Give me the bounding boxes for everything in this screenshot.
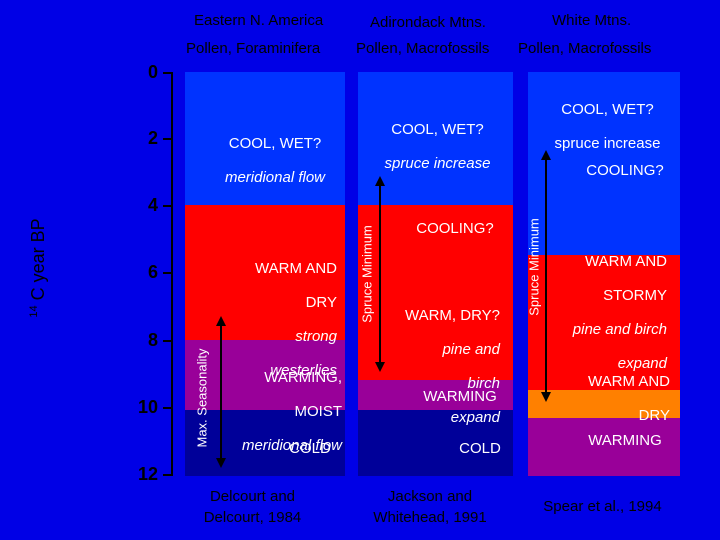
col3-warm-dry-line1: WARM AND	[588, 373, 670, 390]
y-tickmark-10	[163, 407, 173, 409]
col3-spruce-minimum-arrow	[541, 150, 551, 402]
col2-cool-wet-line2: spruce increase	[384, 155, 491, 172]
col3-citation: Spear et al., 1994	[543, 498, 662, 515]
col1-vertical-label: Max. Seasonality	[194, 348, 210, 448]
y-axis-line	[171, 72, 173, 476]
col1-warming-line3: meridional flow	[241, 437, 342, 454]
col2-cooling-label: COOLING?	[416, 220, 494, 237]
col3-cool-wet-label: COOL, WET? spruce increase	[540, 84, 675, 152]
y-tick-8: 8	[147, 330, 158, 350]
col1-seasonality-arrow	[216, 316, 226, 468]
col2-warm-dry-label: WARM, DRY? pine and birch expand	[380, 290, 500, 426]
col1-warm-dry-line1: WARM AND	[255, 260, 337, 277]
col3-bands	[528, 72, 680, 476]
col1-warm-dry-label: WARM AND DRY strong westerlies	[215, 243, 337, 379]
col1-band-cool-wet	[185, 72, 345, 205]
col2-vertical-label: Spruce Minimum	[359, 225, 375, 323]
col2-warming-label: WARMING	[423, 388, 497, 405]
col1-cool-wet-label: COOL, WET? meridional flow	[205, 118, 345, 186]
y-tickmark-0	[163, 72, 173, 74]
col2-band-cool-wet	[358, 72, 513, 205]
y-tick-10: 10	[137, 397, 158, 417]
col1-band-cold	[185, 410, 345, 476]
col3-cool-wet-line1: COOL, WET?	[561, 101, 654, 118]
col2-band-cold	[358, 410, 513, 476]
col3-band-cool-wet	[528, 72, 680, 200]
y-tick-4: 4	[147, 195, 158, 215]
col3-region-header: White Mtns.	[552, 12, 632, 29]
col3-band-warm-dry	[528, 390, 680, 408]
col2-citation: Jackson and Whitehead, 1991	[373, 488, 487, 526]
col3-warm-stormy-label: WARM AND STORMY pine and birch expand	[545, 236, 667, 372]
col3-warm-stormy-line3: pine and birch	[572, 321, 667, 338]
col3-band-warm-dry-lower	[528, 408, 680, 418]
y-tick-0: 0	[147, 62, 158, 82]
col3-warming-label: WARMING	[588, 432, 662, 449]
col3-warm-stormy-line4: expand	[617, 355, 667, 372]
col1-band-warming	[185, 340, 345, 410]
col3-cool-wet-line2: spruce increase	[554, 135, 661, 152]
col2-warm-dry-line2: pine and	[442, 341, 500, 358]
col3-band-warm-stormy	[528, 255, 680, 390]
col1-warming-label: WARMING, MOIST meridional flow	[205, 352, 342, 454]
y-tickmark-2	[163, 138, 173, 140]
col3-band-cooling	[528, 200, 680, 255]
col3-band-warming	[528, 418, 680, 476]
col2-bands	[358, 72, 513, 476]
col3-warm-stormy-line1: WARM AND	[585, 253, 667, 270]
col2-warm-dry-line1: WARM, DRY?	[404, 307, 500, 324]
col3-warm-stormy-line2: STORMY	[603, 287, 667, 304]
col1-cool-wet-line1: COOL, WET?	[228, 135, 322, 152]
col1-cool-wet-line2: meridional flow	[224, 169, 326, 186]
col2-warm-dry-line4: expand	[450, 409, 500, 426]
col2-cool-wet-label: COOL, WET? spruce increase	[370, 104, 505, 172]
y-axis-label: 14 C year BP	[28, 188, 52, 348]
col1-warming-line1: WARMING,	[264, 369, 342, 386]
col1-region-header: Eastern N. America	[194, 12, 324, 29]
y-tick-2: 2	[147, 128, 158, 148]
col1-cold-label: COLD	[289, 440, 331, 457]
y-tickmark-6	[163, 272, 173, 274]
y-tick-6: 6	[147, 262, 158, 282]
col3-warm-dry-label: WARM AND DRY	[560, 356, 670, 424]
y-tickmark-4	[163, 205, 173, 207]
y-tick-12: 12	[137, 464, 158, 484]
col2-warm-dry-line3: birch	[467, 375, 500, 392]
col1-warm-dry-line3: strong	[295, 328, 337, 345]
col1-warming-line2: MOIST	[294, 403, 343, 420]
col2-band-warming	[358, 380, 513, 410]
col1-band-warm-dry	[185, 205, 345, 340]
col3-proxy-header: Pollen, Macrofossils	[518, 40, 652, 57]
col1-citation: Delcourt and Delcourt, 1984	[203, 488, 302, 526]
col1-bands	[185, 72, 345, 476]
col1-warm-dry-line4: westerlies	[270, 362, 337, 379]
y-axis-label-text: C year BP	[28, 218, 48, 301]
col3-vertical-label: Spruce Minimum	[526, 218, 542, 316]
col1-proxy-header: Pollen, Foraminifera	[186, 40, 321, 57]
col2-spruce-minimum-arrow	[375, 176, 385, 372]
col2-band-cooling	[358, 205, 513, 273]
y-tickmark-12	[163, 474, 173, 476]
col1-warm-dry-line2: DRY	[305, 294, 337, 311]
col2-cool-wet-line1: COOL, WET?	[391, 121, 484, 138]
col3-cooling-label: COOLING?	[586, 162, 664, 179]
col2-proxy-header: Pollen, Macrofossils	[356, 40, 490, 57]
col3-warm-dry-line2: DRY	[638, 407, 670, 424]
col2-cold-label: COLD	[459, 440, 501, 457]
y-axis-label-superscript: 14	[28, 305, 40, 318]
y-tickmark-8	[163, 340, 173, 342]
col2-region-header: Adirondack Mtns.	[370, 14, 486, 31]
